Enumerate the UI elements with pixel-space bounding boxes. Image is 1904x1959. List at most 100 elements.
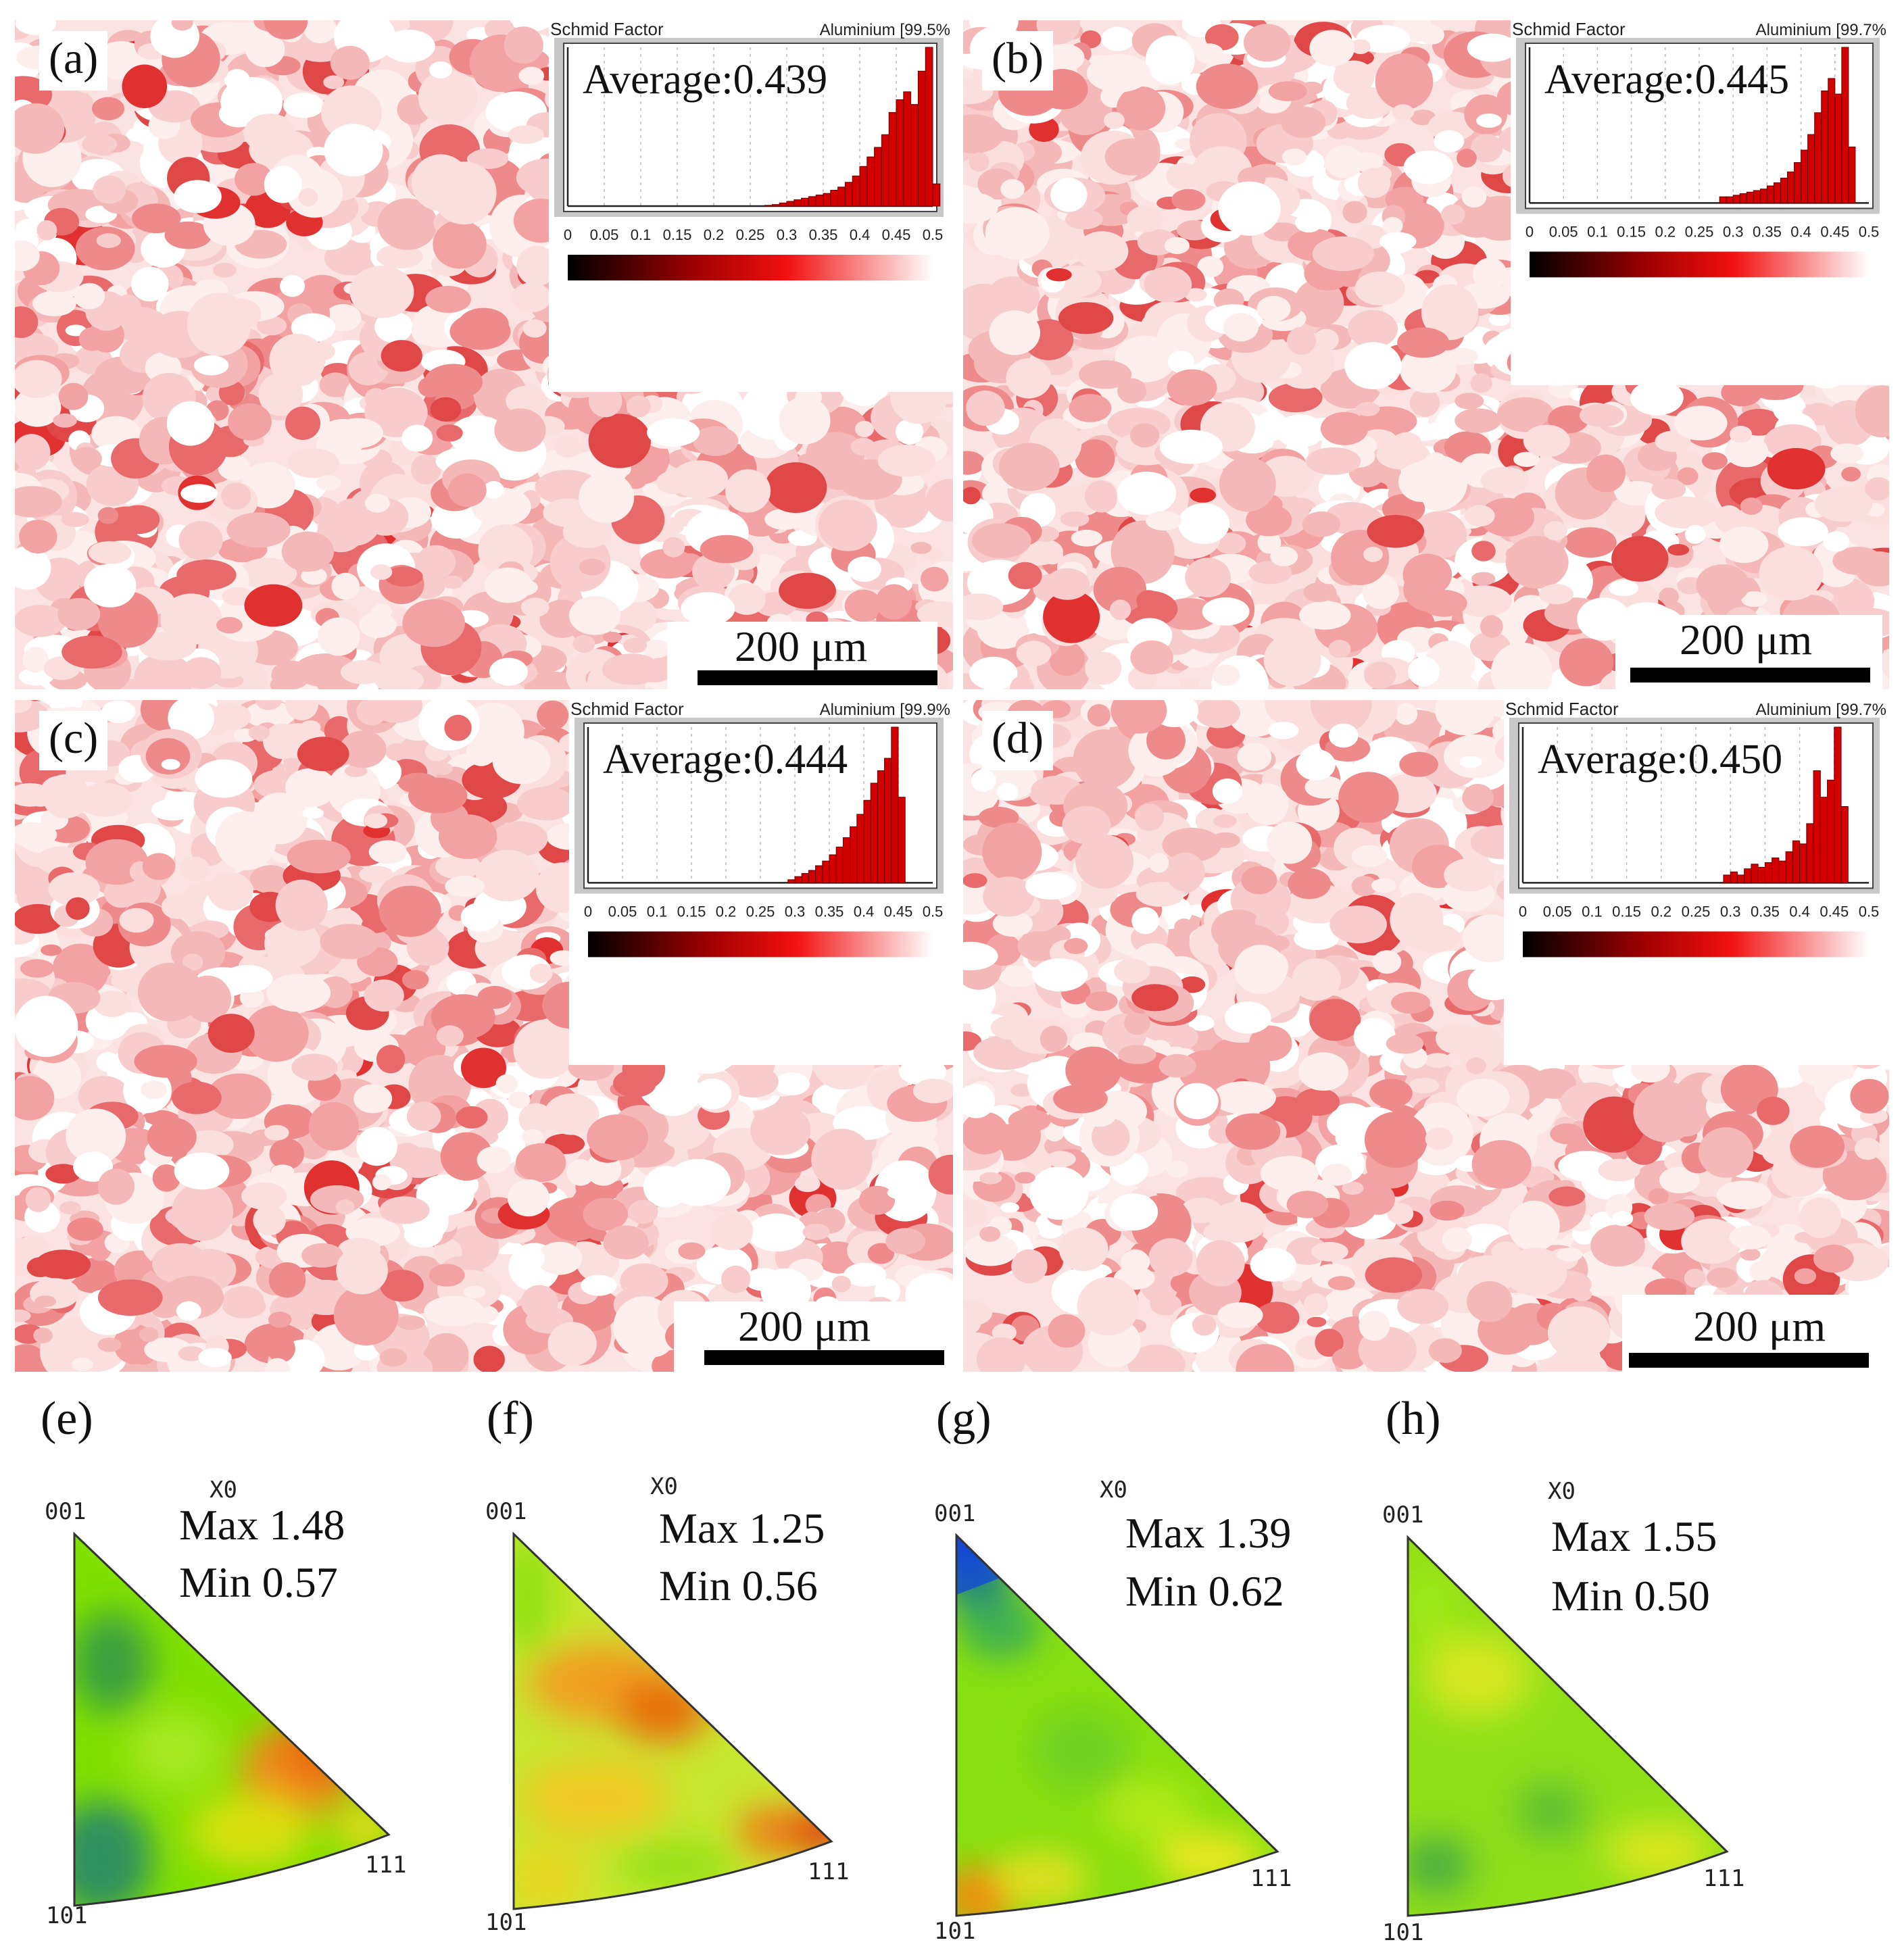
grain: [285, 406, 320, 440]
grain: [166, 401, 215, 446]
grain: [602, 632, 623, 643]
grain: [404, 1220, 443, 1248]
scale-bar-label: 200 μm: [1680, 616, 1813, 664]
grain: [1196, 64, 1259, 109]
grain: [1295, 212, 1323, 233]
grain: [1505, 545, 1536, 564]
panel-label: (c): [39, 711, 108, 770]
grain: [1832, 547, 1883, 575]
grain: [583, 1197, 628, 1231]
scale-bar-box: 200 μm: [667, 622, 937, 689]
grain: [178, 1346, 205, 1362]
grain: [1357, 168, 1391, 199]
grain: [848, 556, 881, 582]
grain: [253, 1205, 286, 1236]
grain: [998, 443, 1060, 491]
scale-bar-label: 200 μm: [735, 622, 868, 670]
grain: [208, 1014, 255, 1053]
x-tick-label: 0.3: [1723, 223, 1744, 240]
grain: [193, 355, 229, 376]
grain: [302, 808, 324, 819]
grain: [579, 558, 606, 576]
grain: [161, 759, 180, 770]
grain: [1215, 532, 1246, 554]
grain: [1724, 435, 1768, 468]
histogram-bar: [859, 166, 868, 207]
grain: [1447, 347, 1479, 366]
grain: [508, 1091, 531, 1109]
inset-title-right: Aluminium [99.7%: [1756, 21, 1886, 39]
grain: [406, 1101, 441, 1131]
grain: [818, 450, 859, 490]
grain: [844, 589, 883, 622]
grain: [1473, 257, 1507, 291]
grain: [1050, 177, 1088, 212]
x-tick-label: 0.1: [1587, 223, 1608, 240]
grain: [1455, 408, 1501, 433]
grain: [411, 317, 443, 346]
grain: [910, 541, 932, 554]
histogram-bar: [835, 846, 844, 883]
grain: [671, 460, 729, 499]
grain: [887, 1186, 913, 1199]
grain: [15, 700, 32, 713]
grain: [920, 566, 949, 592]
grain: [568, 595, 620, 635]
schmid-map-b: (b) Schmid Factor Aluminium [99.7% 0 0.05 0.…: [963, 20, 1889, 689]
grain: [264, 166, 302, 203]
grain: [256, 316, 287, 336]
grain: [1171, 189, 1206, 211]
grain: [1409, 389, 1440, 417]
grain: [356, 700, 388, 726]
grain: [96, 233, 121, 248]
grain: [119, 908, 154, 933]
x-tick-label: 0.15: [663, 226, 692, 243]
grain: [139, 1326, 159, 1342]
grain: [1045, 568, 1090, 600]
histogram-inset: Schmid Factor Aluminium [99.9% 0 0.05 0.1 0.1…: [569, 700, 953, 1065]
grain: [1164, 237, 1190, 254]
grain: [221, 482, 251, 510]
grain: [1400, 345, 1457, 393]
grain: [15, 1309, 31, 1322]
x-tick-label: 0.3: [777, 226, 798, 243]
grain: [693, 426, 739, 456]
grain: [1778, 517, 1828, 547]
grain: [494, 408, 546, 452]
histogram-bar: [1739, 193, 1747, 203]
grain: [318, 617, 360, 656]
grain: [966, 390, 1005, 426]
x-tick-label: 0.05: [590, 226, 619, 243]
grain: [126, 127, 151, 143]
grain: [141, 1081, 168, 1099]
x-tick-label: 0.25: [746, 903, 775, 920]
grain: [1350, 39, 1371, 55]
grain: [1702, 452, 1728, 470]
grain: [1130, 640, 1173, 675]
grain: [1256, 410, 1288, 441]
grain: [267, 1335, 295, 1363]
grain: [1243, 24, 1291, 62]
grain: [1079, 360, 1132, 389]
grain: [972, 523, 1031, 559]
grain: [435, 853, 481, 880]
x-tick-label: 0.2: [1655, 223, 1676, 240]
grain: [492, 738, 551, 785]
histogram-chart: Schmid Factor Aluminium [99.5%0 0.05 0.1 0.1…: [549, 20, 953, 392]
histogram-bar: [850, 826, 858, 883]
grain: [1548, 405, 1589, 434]
grain: [320, 924, 379, 960]
grain: [1313, 328, 1339, 351]
grain: [264, 920, 321, 968]
grain: [794, 1175, 821, 1193]
histogram-bar: [1726, 196, 1734, 203]
grain: [517, 787, 575, 821]
grain: [301, 1243, 343, 1268]
grain: [285, 768, 337, 808]
grain: [1667, 544, 1690, 556]
grain: [495, 1074, 518, 1094]
scale-bar: [698, 670, 937, 685]
histogram-bar: [801, 197, 809, 207]
grain: [1195, 43, 1224, 64]
grain: [1684, 525, 1706, 544]
